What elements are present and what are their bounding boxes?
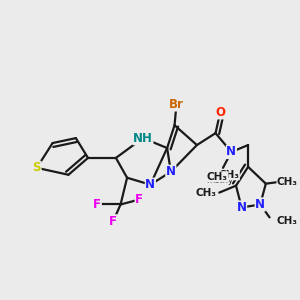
Text: N: N bbox=[255, 198, 265, 211]
Text: CH₃: CH₃ bbox=[196, 188, 217, 198]
Text: N: N bbox=[146, 178, 155, 191]
Text: N: N bbox=[237, 201, 247, 214]
Text: F: F bbox=[135, 193, 143, 206]
Text: N: N bbox=[226, 146, 236, 158]
Text: CH₃: CH₃ bbox=[207, 172, 228, 182]
Text: F: F bbox=[93, 198, 101, 211]
Text: CH₃: CH₃ bbox=[277, 216, 298, 226]
Text: N: N bbox=[166, 165, 176, 178]
Text: CH₃: CH₃ bbox=[218, 170, 239, 180]
Text: S: S bbox=[32, 161, 41, 174]
Text: F: F bbox=[109, 215, 117, 228]
Text: methyl: methyl bbox=[206, 176, 236, 185]
Text: O: O bbox=[215, 106, 225, 119]
Text: NH: NH bbox=[133, 132, 153, 145]
Text: CH₃: CH₃ bbox=[277, 177, 298, 187]
Text: Br: Br bbox=[169, 98, 184, 111]
